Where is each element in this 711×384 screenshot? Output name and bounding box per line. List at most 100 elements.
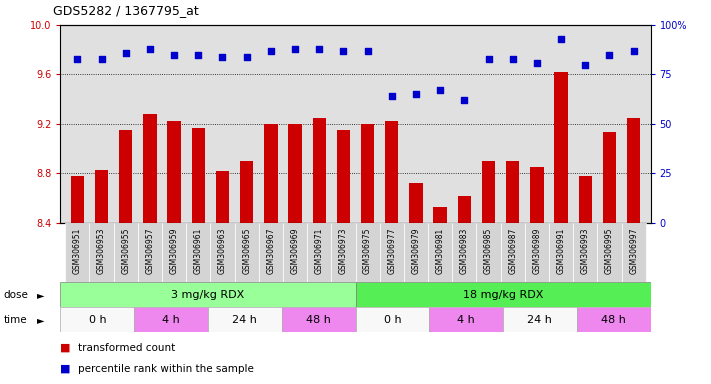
Text: GSM306975: GSM306975 [363,227,372,274]
Bar [506,161,519,223]
Text: transformed count: transformed count [78,343,176,353]
Text: GSM306955: GSM306955 [122,227,130,274]
Bar [282,307,356,332]
Point [314,46,325,52]
Bar [356,307,429,332]
Point [289,46,301,52]
Point [144,46,156,52]
Bar [134,307,208,332]
Bar [549,223,573,282]
Text: GSM306951: GSM306951 [73,227,82,274]
Bar [555,72,567,223]
Bar [90,223,114,282]
Bar [476,223,501,282]
Bar [313,118,326,223]
Bar [503,307,577,332]
Text: GSM306967: GSM306967 [267,227,275,274]
Point [507,56,518,62]
Point [169,51,180,58]
Bar [361,124,374,223]
Bar [119,130,132,223]
Bar [482,161,495,223]
Point [72,56,83,62]
Bar [208,307,282,332]
Bar [60,307,134,332]
Bar [95,170,108,223]
Bar [621,223,646,282]
Bar [428,223,452,282]
Bar [525,223,549,282]
Text: GSM306961: GSM306961 [194,227,203,274]
Point [604,51,615,58]
Text: 24 h: 24 h [528,314,552,325]
Point [555,36,567,42]
Text: 48 h: 48 h [306,314,331,325]
Text: GSM306991: GSM306991 [557,227,565,274]
Text: GSM306985: GSM306985 [484,227,493,274]
Text: GSM306957: GSM306957 [146,227,154,274]
Text: ►: ► [37,290,45,300]
Text: GSM306995: GSM306995 [605,227,614,274]
Bar [162,223,186,282]
Text: 0 h: 0 h [383,314,401,325]
Text: GSM306969: GSM306969 [291,227,299,274]
Point [531,60,542,66]
Text: dose: dose [4,290,28,300]
Bar [264,124,277,223]
Point [193,51,204,58]
Point [579,61,591,68]
Bar [210,223,235,282]
Text: 4 h: 4 h [162,314,180,325]
Text: GSM306987: GSM306987 [508,227,517,274]
Bar [356,282,651,307]
Bar [192,127,205,223]
Text: ■: ■ [60,364,71,374]
Point [120,50,132,56]
Point [241,53,252,60]
Bar [283,223,307,282]
Text: GSM306989: GSM306989 [533,227,541,274]
Bar [168,121,181,223]
Bar [356,223,380,282]
Bar [289,124,301,223]
Point [628,48,639,54]
Text: ►: ► [37,314,45,325]
Bar [138,223,162,282]
Text: GSM306953: GSM306953 [97,227,106,274]
Bar [240,161,253,223]
Bar [410,183,422,223]
Point [386,93,397,99]
Point [265,48,277,54]
Text: GSM306963: GSM306963 [218,227,227,274]
Bar [144,114,156,223]
Point [96,56,107,62]
Text: GSM306997: GSM306997 [629,227,638,274]
Bar [627,118,641,223]
Bar [216,171,229,223]
Text: GSM306993: GSM306993 [581,227,589,274]
Bar [380,223,404,282]
Bar [65,223,90,282]
Text: 18 mg/kg RDX: 18 mg/kg RDX [463,290,543,300]
Bar [331,223,356,282]
Point [434,87,446,93]
Bar [307,223,331,282]
Bar [597,223,621,282]
Point [483,56,494,62]
Text: percentile rank within the sample: percentile rank within the sample [78,364,254,374]
Bar [235,223,259,282]
Bar [186,223,210,282]
Bar [429,307,503,332]
Bar [70,176,84,223]
Bar [579,176,592,223]
Bar [458,195,471,223]
Text: GSM306979: GSM306979 [412,227,420,274]
Bar [603,132,616,223]
Text: GSM306973: GSM306973 [339,227,348,274]
Text: GDS5282 / 1367795_at: GDS5282 / 1367795_at [53,4,199,17]
Point [459,97,470,103]
Bar [452,223,476,282]
Bar [501,223,525,282]
Text: 24 h: 24 h [232,314,257,325]
Text: ■: ■ [60,343,71,353]
